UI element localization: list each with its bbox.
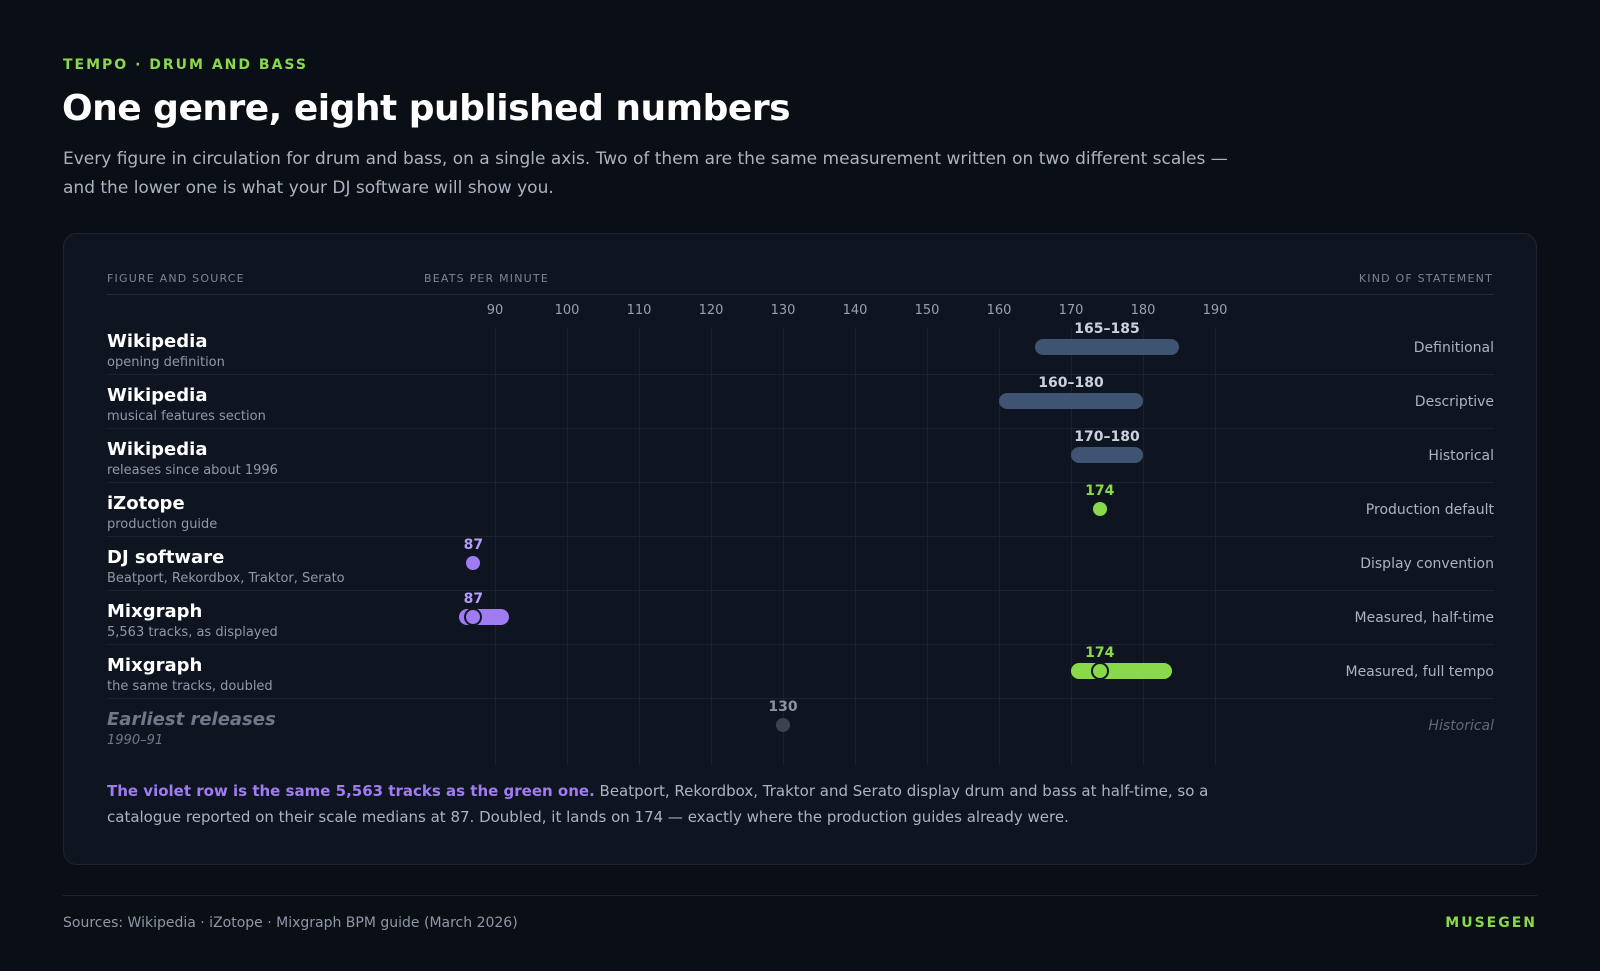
row-divider: [107, 482, 1494, 483]
grid-line: [1215, 328, 1216, 765]
row-source-detail: Beatport, Rekordbox, Traktor, Serato: [107, 571, 345, 586]
axis-tick-label: 170: [1058, 303, 1084, 318]
value-label: 130: [768, 699, 798, 715]
grid-line: [639, 328, 640, 765]
row-source: Wikipedia: [107, 385, 208, 406]
grid-line: [1071, 328, 1072, 765]
value-label: 165–185: [1074, 321, 1140, 337]
grid-line: [1143, 328, 1144, 765]
row-source: DJ software: [107, 547, 225, 568]
page-subtitle: Every figure in circulation for drum and…: [63, 149, 1228, 198]
row-kind: Production default: [1365, 502, 1494, 518]
grid-line: [999, 328, 1000, 765]
row-kind: Measured, half-time: [1354, 610, 1494, 626]
value-dot: [1092, 502, 1107, 516]
range-bar: [1035, 339, 1179, 355]
value-dot: [1090, 662, 1109, 680]
eyebrow: TEMPO · DRUM AND BASS: [63, 57, 308, 73]
axis-tick-label: 90: [486, 303, 504, 318]
row-source: Mixgraph: [107, 655, 203, 676]
range-bar: [1071, 447, 1143, 463]
row-source: Wikipedia: [107, 439, 208, 460]
value-dot: [776, 718, 790, 732]
range-bar: [999, 393, 1143, 409]
sources-text: Sources: Wikipedia · iZotope · Mixgraph …: [63, 915, 518, 931]
row-source-detail: the same tracks, doubled: [107, 679, 273, 694]
chart-row: Earliest releases 1990–91 Historical 130: [107, 698, 1494, 753]
chart-row: Wikipedia releases since about 1996 Histor…: [107, 428, 1494, 483]
row-source: iZotope: [107, 493, 185, 514]
grid-line: [495, 328, 496, 765]
chart-note-body: Beatport, Rekordbox, Traktor and Serato …: [107, 782, 1209, 826]
header-divider: [107, 294, 1494, 295]
value-dot: [464, 608, 483, 626]
axis-tick-label: 180: [1130, 303, 1156, 318]
row-divider: [107, 428, 1494, 429]
chart-row: Mixgraph 5,563 tracks, as displayed Measur…: [107, 590, 1494, 645]
row-source: Mixgraph: [107, 601, 203, 622]
column-header-source: FIGURE AND SOURCE: [107, 272, 245, 285]
range-bar: [1071, 663, 1172, 679]
row-divider: [107, 644, 1494, 645]
value-label: 87: [463, 591, 484, 607]
row-kind: Historical: [1428, 718, 1494, 734]
value-dot: [466, 556, 481, 570]
chart-row: Wikipedia opening definition Definitional 1…: [107, 320, 1494, 375]
axis-tick-label: 160: [986, 303, 1012, 318]
chart-row: DJ software Beatport, Rekordbox, Traktor,…: [107, 536, 1494, 591]
row-kind: Historical: [1428, 448, 1494, 464]
grid-line: [567, 328, 568, 765]
row-divider: [107, 536, 1494, 537]
chart-note-lead: The violet row is the same 5,563 tracks …: [107, 782, 595, 800]
row-source-detail: opening definition: [107, 355, 225, 370]
chart-row: Wikipedia musical features section Descrip…: [107, 374, 1494, 429]
axis-tick-label: 130: [770, 303, 796, 318]
axis-tick-label: 140: [842, 303, 868, 318]
chart-row: Mixgraph the same tracks, doubled Measured…: [107, 644, 1494, 699]
value-label: 170–180: [1074, 429, 1140, 445]
row-divider: [107, 590, 1494, 591]
value-label: 174: [1085, 483, 1115, 499]
grid-line: [855, 328, 856, 765]
value-label: 87: [463, 537, 484, 553]
page-title: One genre, eight published numbers: [62, 88, 791, 129]
row-divider: [107, 698, 1494, 699]
row-source-detail: musical features section: [107, 409, 266, 424]
row-kind: Descriptive: [1414, 394, 1494, 410]
row-kind: Definitional: [1413, 340, 1494, 356]
row-source-detail: production guide: [107, 517, 218, 532]
row-source-detail: 5,563 tracks, as displayed: [107, 625, 278, 640]
axis-tick-label: 150: [914, 303, 940, 318]
axis-tick-label: 110: [626, 303, 652, 318]
chart-row: iZotope production guide Production defaul…: [107, 482, 1494, 537]
row-divider: [107, 374, 1494, 375]
grid-line: [927, 328, 928, 765]
value-label: 160–180: [1038, 375, 1104, 391]
column-header-axis: BEATS PER MINUTE: [424, 272, 549, 285]
brand-logo[interactable]: MUSEGEN: [1445, 915, 1537, 931]
row-source-detail: releases since about 1996: [107, 463, 278, 478]
grid-line: [711, 328, 712, 765]
row-source: Earliest releases: [107, 709, 276, 730]
axis-tick-label: 190: [1202, 303, 1228, 318]
column-header-kind: KIND OF STATEMENT: [1358, 272, 1493, 285]
row-source-detail: 1990–91: [107, 733, 164, 748]
axis-tick-label: 100: [554, 303, 580, 318]
value-label: 174: [1085, 645, 1115, 661]
row-source: Wikipedia: [107, 331, 208, 352]
chart-note: The violet row is the same 5,563 tracks …: [107, 778, 1287, 830]
chart-card: FIGURE AND SOURCE BEATS PER MINUTE KIND …: [63, 233, 1537, 865]
grid-line: [783, 328, 784, 765]
row-kind: Display convention: [1360, 556, 1494, 572]
row-kind: Measured, full tempo: [1345, 664, 1494, 680]
axis-tick-label: 120: [698, 303, 724, 318]
footer-divider: [63, 895, 1537, 896]
